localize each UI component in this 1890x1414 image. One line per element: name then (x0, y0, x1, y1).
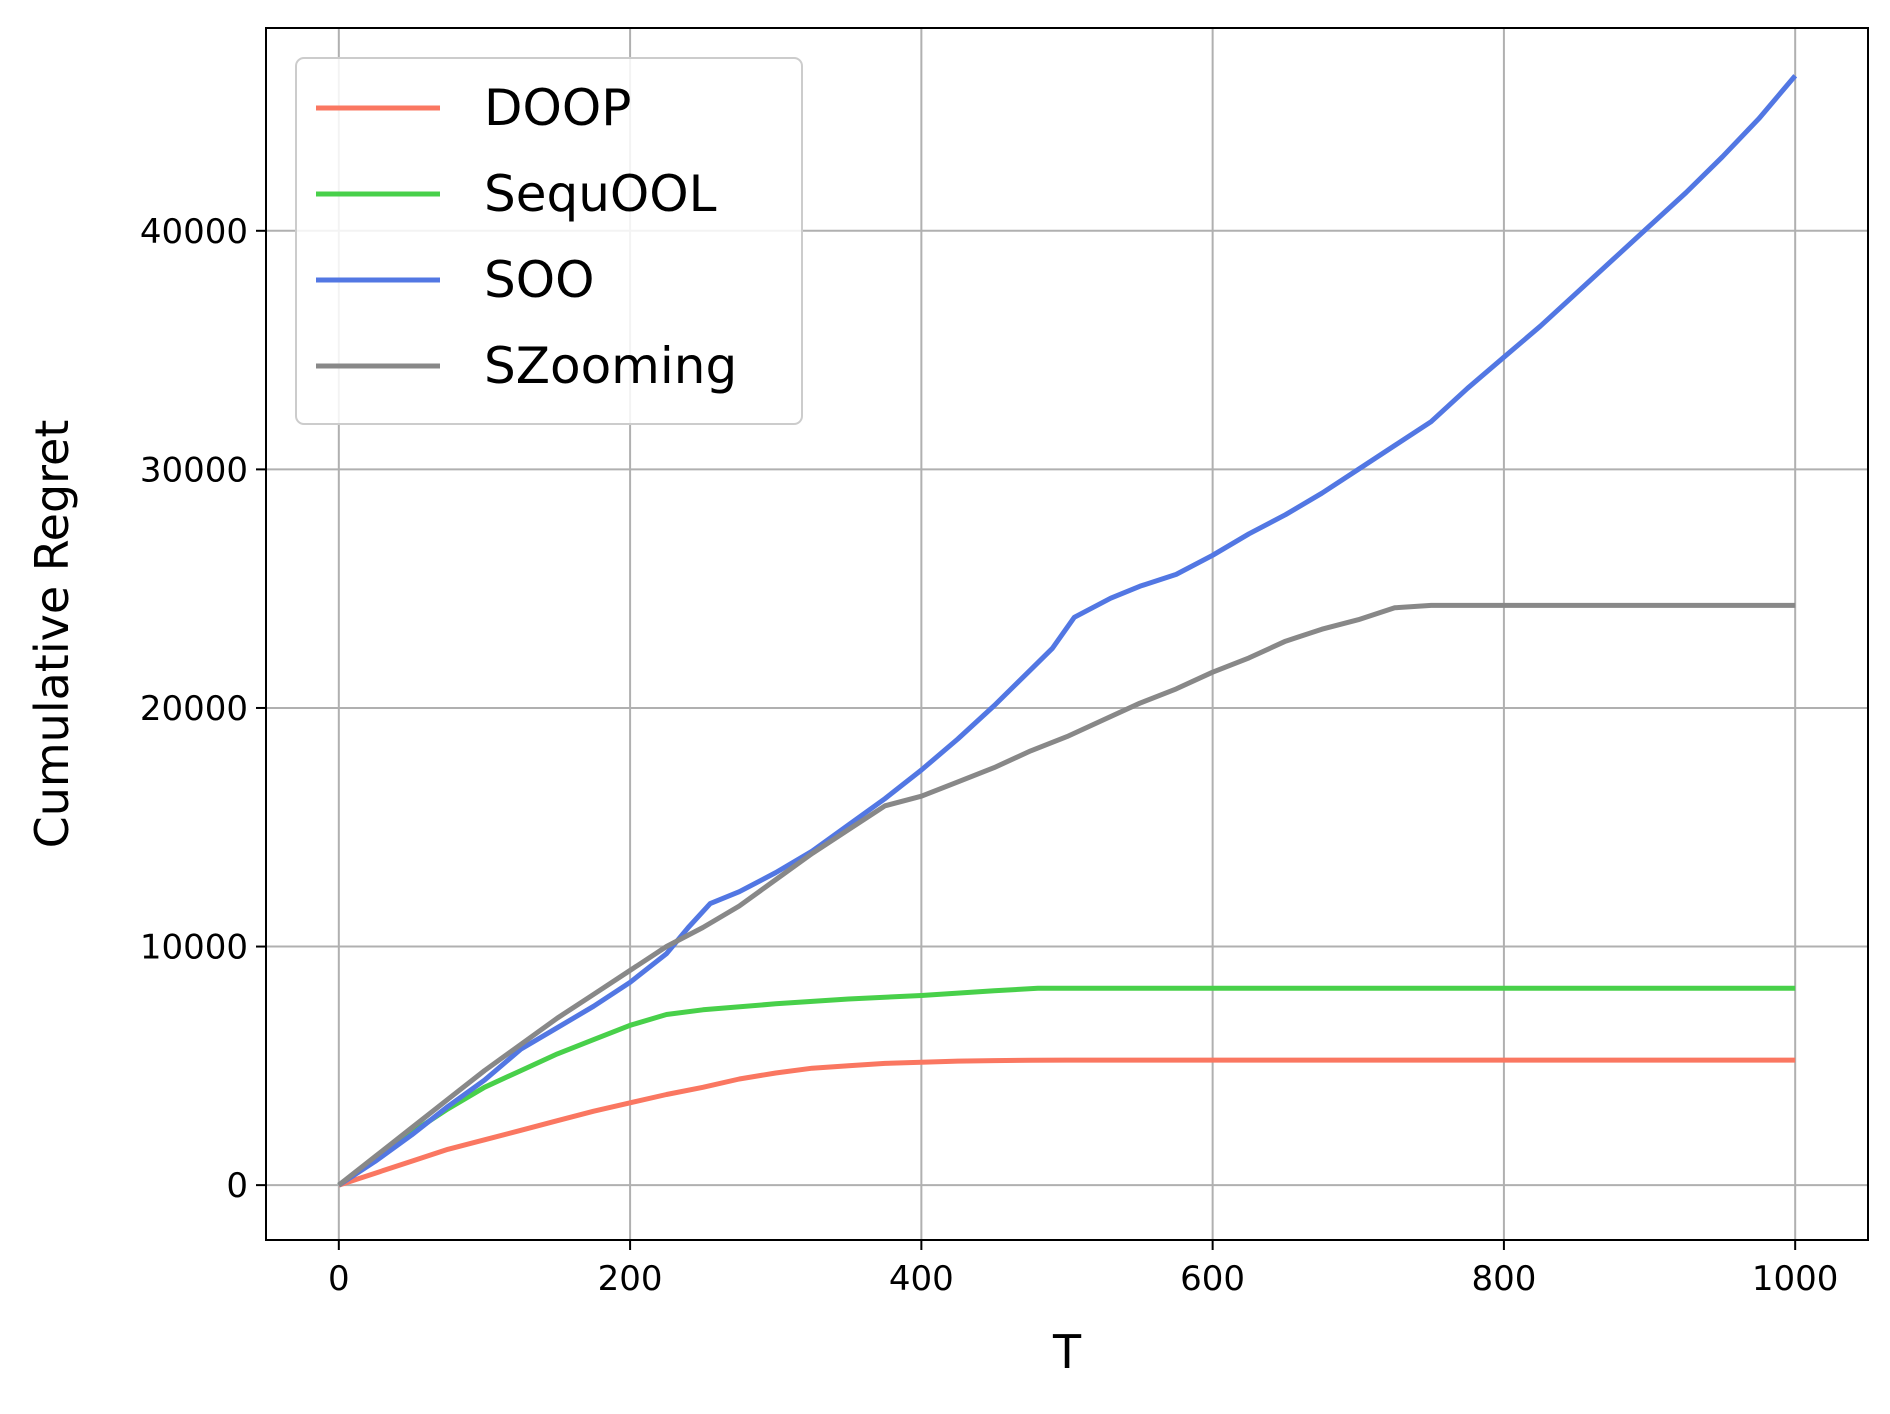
y-tick-label: 10000 (140, 928, 248, 968)
x-tick-label: 200 (598, 1259, 663, 1299)
series-layer (337, 74, 1798, 1188)
y-tick-label: 40000 (140, 212, 248, 252)
legend-label: SZooming (484, 337, 737, 395)
series-line-doop (338, 1057, 1796, 1188)
y-tick-label: 30000 (140, 450, 248, 490)
x-tick-label: 800 (1471, 1259, 1536, 1299)
y-axis-label: Cumulative Regret (25, 420, 79, 849)
series-line-szooming (337, 602, 1796, 1188)
series-line-sequool (337, 985, 1796, 1188)
legend-label: SOO (484, 251, 594, 309)
x-axis-label: T (1052, 1325, 1082, 1379)
legend-box (295, 57, 803, 425)
legend-label: SequOOL (484, 165, 717, 223)
legend-label: DOOP (484, 79, 631, 137)
y-tick-label: 0 (226, 1166, 248, 1206)
x-tick-label: 1000 (1752, 1259, 1839, 1299)
x-tick-label: 400 (889, 1259, 954, 1299)
plot-frame (265, 27, 1869, 1241)
y-tick-label: 20000 (140, 689, 248, 729)
series-line-soo (337, 74, 1798, 1188)
legend: DOOP SequOOL SOO SZooming (295, 57, 803, 425)
x-tick-label: 0 (328, 1259, 350, 1299)
x-tick-label: 600 (1180, 1259, 1245, 1299)
